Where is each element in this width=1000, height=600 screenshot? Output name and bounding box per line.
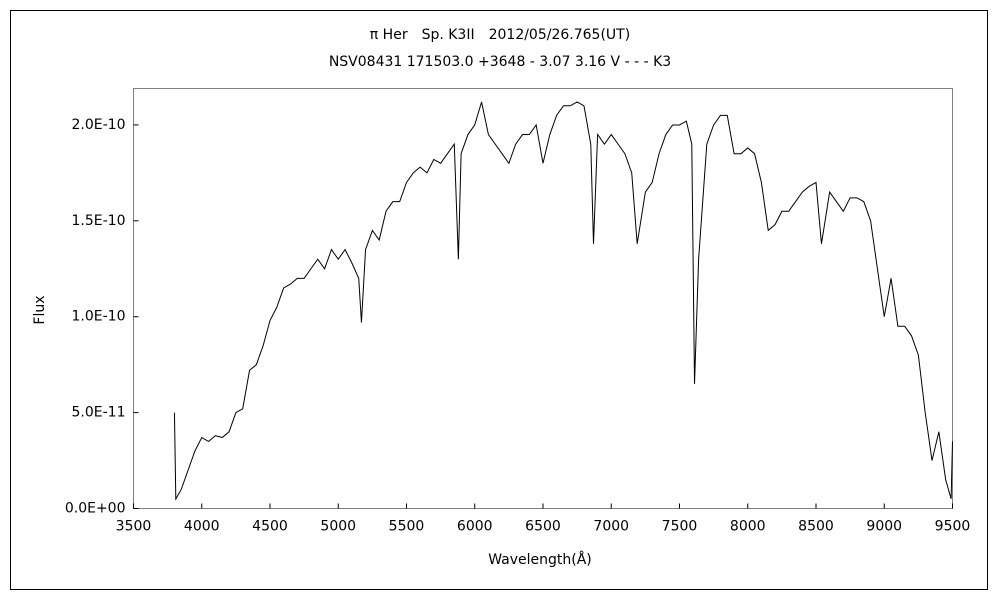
- x-tick-label: 3500: [116, 519, 152, 535]
- spectrum-line: [173, 101, 953, 501]
- chart-title: π Her Sp. K3II 2012/05/26.765(UT): [370, 27, 630, 43]
- y-tick-label: 1.0E-10: [72, 309, 126, 325]
- x-tick-label: 9000: [866, 519, 902, 535]
- x-tick-label: 8500: [798, 519, 834, 535]
- y-tick-label: 5.0E-11: [72, 405, 126, 421]
- plot-area: [133, 88, 953, 509]
- x-tick-label: 5500: [389, 519, 425, 535]
- y-tick-label: 2.0E-10: [72, 117, 126, 133]
- x-tick-label: 7500: [662, 519, 698, 535]
- x-tick-label: 8000: [730, 519, 766, 535]
- y-tick-label: 1.5E-10: [72, 213, 126, 229]
- x-tick-label: 5000: [320, 519, 356, 535]
- x-axis-label: Wavelength(Å): [488, 551, 592, 568]
- x-tick-label: 6500: [525, 519, 561, 535]
- chart-subtitle: NSV08431 171503.0 +3648 - 3.07 3.16 V - …: [329, 54, 671, 70]
- x-tick-label: 9500: [935, 519, 971, 535]
- x-tick-label: 6000: [457, 519, 493, 535]
- x-tick-label: 4000: [184, 519, 220, 535]
- chart-frame: [10, 10, 988, 590]
- y-tick-label: 0.0E+00: [65, 501, 126, 517]
- y-axis-label: Flux: [32, 295, 48, 324]
- x-tick-label: 4500: [252, 519, 288, 535]
- x-tick-label: 7000: [593, 519, 629, 535]
